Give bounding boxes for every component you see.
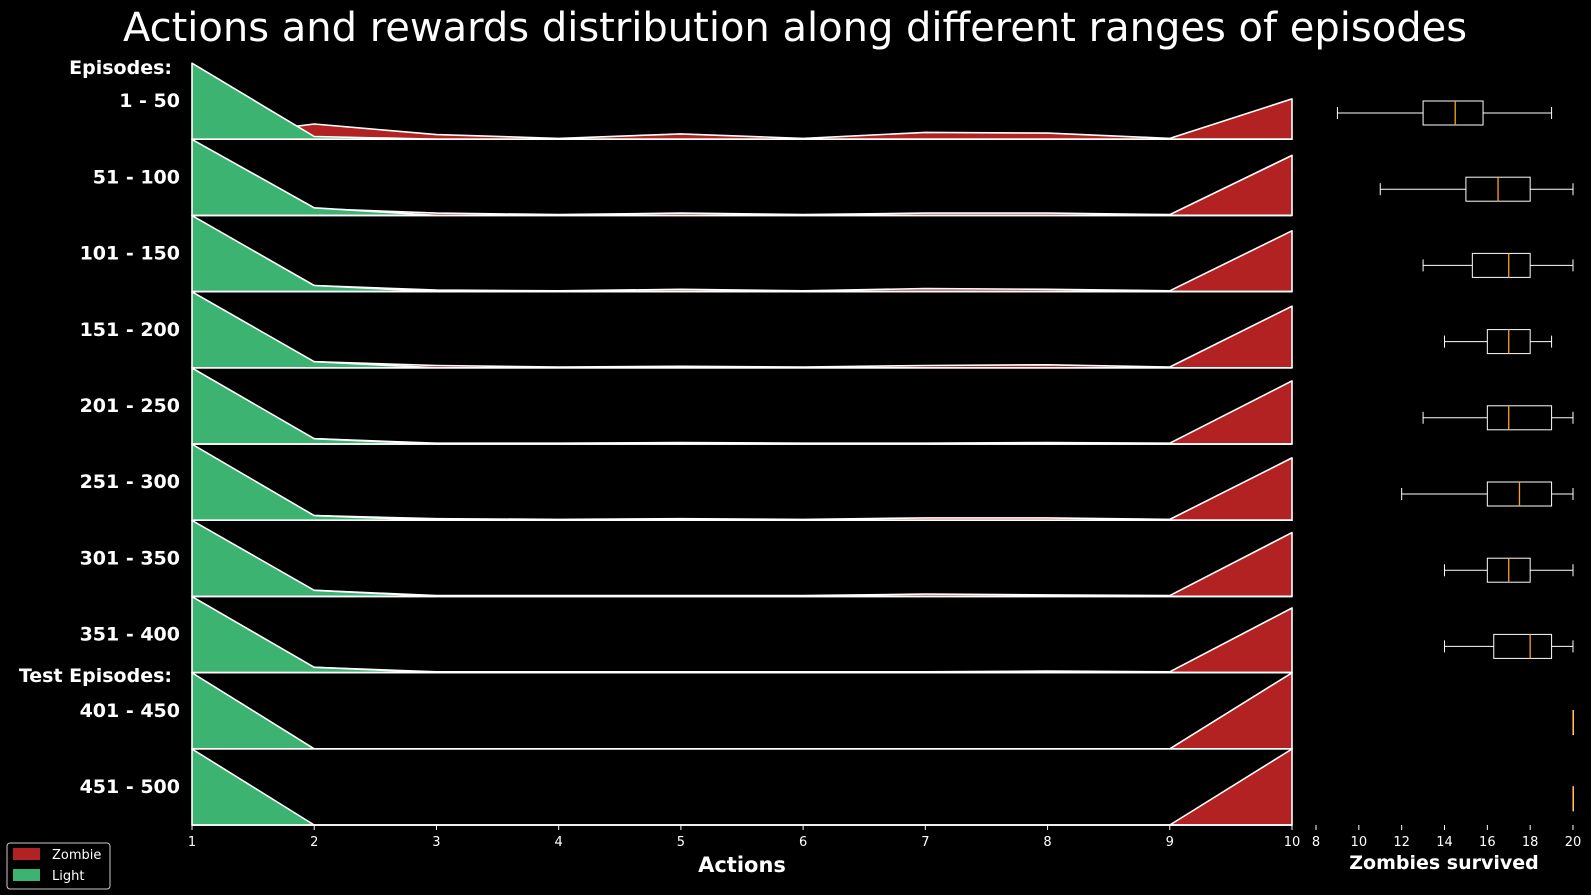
actions-tick-label-5: 5 [677,835,685,850]
box-row-2 [1379,176,1574,202]
ridge-row-8 [191,595,1293,674]
actions-tick-label-8: 8 [1043,835,1051,850]
ridge-row-5 [191,367,1293,445]
ridge-row-1 [191,62,1293,140]
light-area-row-2 [191,138,1293,217]
zombie-area-row-2 [191,154,1293,217]
light-area-row-6 [191,443,1293,521]
row-labels: 1 - 50 51 - 100 101 - 150 151 - 200 201 - 25… [19,57,180,798]
survived-tick-label-10: 10 [1351,835,1368,850]
ridge-row-2 [191,138,1293,217]
survived-tick-label-20: 20 [1565,835,1582,850]
box-row-3 [1422,252,1574,278]
row-label-10: 451 - 500 [80,776,180,798]
box-row-1 [1336,100,1553,126]
zombie-area-row-1 [191,98,1293,140]
zombie-area-row-6 [191,457,1293,521]
actions-axis: 1 2 3 4 5 6 7 8 9 10 [188,825,1300,850]
row-label-3: 101 - 150 [80,243,180,265]
survived-tick-label-14: 14 [1436,835,1453,850]
light-area-row-3 [191,214,1293,293]
box-row-5 [1422,405,1574,431]
actions-tick-label-7: 7 [921,835,929,850]
zombie-area-row-3 [191,230,1293,293]
legend-label-light: Light [52,869,84,884]
actions-tick-label-9: 9 [1166,835,1174,850]
survived-tick-label-12: 12 [1393,835,1410,850]
actions-tick-label-6: 6 [799,835,807,850]
actions-tick-label-2: 2 [310,835,318,850]
row-label-6: 251 - 300 [80,471,180,493]
legend-swatch-light [13,869,40,881]
box-row-10 [1572,786,1574,812]
box-row-9 [1572,710,1574,736]
zombie-area-row-10 [191,748,1293,826]
zombie-area-row-7 [191,531,1293,598]
iqr-box-row-3 [1471,252,1531,278]
ridge-plot [191,62,1293,826]
row-label-4: 151 - 200 [80,319,180,341]
light-area-row-4 [191,291,1293,369]
row-label-8: 351 - 400 [80,624,180,646]
iqr-box-row-1 [1422,100,1484,126]
box-row-8 [1444,633,1574,659]
legend: Zombie Light [6,842,111,890]
survived-tick-label-18: 18 [1522,835,1539,850]
ridge-row-6 [191,443,1293,521]
light-area-row-9 [191,672,1293,750]
zombie-area-row-8 [191,607,1293,674]
box-row-7 [1444,557,1574,583]
light-area-row-8 [191,595,1293,674]
light-area-row-7 [191,519,1293,598]
ridge-row-4 [191,291,1293,369]
actions-axis-label: Actions [698,853,786,877]
actions-tick-label-1: 1 [188,835,196,850]
ridge-row-7 [191,519,1293,598]
ridge-row-3 [191,214,1293,293]
group-header-episodes: Episodes: [69,57,172,79]
chart-title: Actions and rewards distribution along d… [123,5,1467,51]
iqr-box-row-8 [1493,633,1553,659]
zombie-area-row-4 [191,305,1293,369]
row-label-7: 301 - 350 [80,547,180,569]
light-area-row-5 [191,367,1293,445]
row-label-9: 401 - 450 [80,700,180,722]
row-label-1: 1 - 50 [119,90,180,112]
group-header-test-episodes: Test Episodes: [19,665,172,687]
row-label-2: 51 - 100 [93,166,180,188]
zombie-area-row-5 [191,380,1293,445]
iqr-box-row-5 [1486,405,1553,431]
light-area-row-10 [191,748,1293,826]
row-label-5: 201 - 250 [80,395,180,417]
legend-swatch-zombie [13,848,40,860]
actions-tick-label-10: 10 [1284,835,1301,850]
actions-tick-label-3: 3 [432,835,440,850]
legend-label-zombie: Zombie [52,848,101,863]
zombie-area-row-9 [191,672,1293,750]
ridge-row-9 [191,672,1293,750]
ridge-row-10 [191,748,1293,826]
box-plot [1336,100,1574,812]
zombies-survived-axis-label: Zombies survived [1349,852,1539,874]
box-row-6 [1401,481,1574,507]
survived-tick-label-16: 16 [1479,835,1496,850]
zombies-survived-axis: 8 10 12 14 16 18 20 [1312,825,1581,850]
survived-tick-label-8: 8 [1312,835,1320,850]
actions-tick-label-4: 4 [555,835,563,850]
box-row-4 [1444,329,1553,355]
